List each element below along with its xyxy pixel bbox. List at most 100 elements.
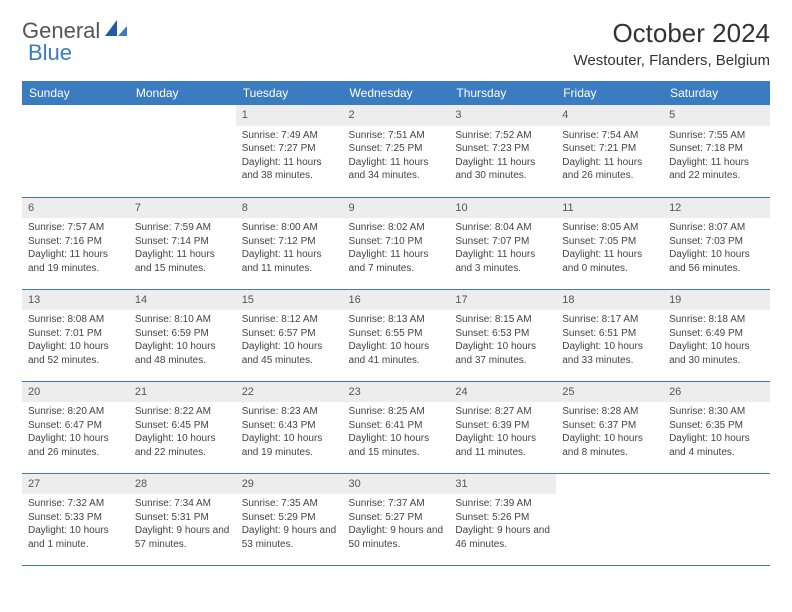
daylight-text: Daylight: 11 hours and 30 minutes. <box>455 156 550 183</box>
sunset-text: Sunset: 5:29 PM <box>242 511 337 525</box>
day-number: 11 <box>556 198 663 219</box>
calendar-row: 27Sunrise: 7:32 AMSunset: 5:33 PMDayligh… <box>22 473 770 565</box>
calendar-cell <box>22 105 129 197</box>
daylight-text: Daylight: 11 hours and 38 minutes. <box>242 156 337 183</box>
sunset-text: Sunset: 6:37 PM <box>562 419 657 433</box>
weekday-header: Wednesday <box>343 81 450 105</box>
day-number: 13 <box>22 290 129 311</box>
calendar-cell: 13Sunrise: 8:08 AMSunset: 7:01 PMDayligh… <box>22 289 129 381</box>
calendar-cell: 20Sunrise: 8:20 AMSunset: 6:47 PMDayligh… <box>22 381 129 473</box>
day-number: 15 <box>236 290 343 311</box>
sunset-text: Sunset: 6:39 PM <box>455 419 550 433</box>
daylight-text: Daylight: 10 hours and 33 minutes. <box>562 340 657 367</box>
calendar-row: 13Sunrise: 8:08 AMSunset: 7:01 PMDayligh… <box>22 289 770 381</box>
day-number: 7 <box>129 198 236 219</box>
day-number: 6 <box>22 198 129 219</box>
sunset-text: Sunset: 6:57 PM <box>242 327 337 341</box>
location-text: Westouter, Flanders, Belgium <box>574 52 770 69</box>
sunrise-text: Sunrise: 8:12 AM <box>242 313 337 327</box>
sunrise-text: Sunrise: 7:32 AM <box>28 497 123 511</box>
calendar-cell: 17Sunrise: 8:15 AMSunset: 6:53 PMDayligh… <box>449 289 556 381</box>
daylight-text: Daylight: 10 hours and 4 minutes. <box>669 432 764 459</box>
day-number: 10 <box>449 198 556 219</box>
weekday-row: SundayMondayTuesdayWednesdayThursdayFrid… <box>22 81 770 105</box>
day-number: 3 <box>449 105 556 126</box>
day-content: Sunrise: 8:23 AMSunset: 6:43 PMDaylight:… <box>236 402 343 465</box>
sunrise-text: Sunrise: 8:28 AM <box>562 405 657 419</box>
sunrise-text: Sunrise: 8:02 AM <box>349 221 444 235</box>
calendar-cell: 15Sunrise: 8:12 AMSunset: 6:57 PMDayligh… <box>236 289 343 381</box>
sunrise-text: Sunrise: 7:57 AM <box>28 221 123 235</box>
calendar-cell: 28Sunrise: 7:34 AMSunset: 5:31 PMDayligh… <box>129 473 236 565</box>
day-content: Sunrise: 7:52 AMSunset: 7:23 PMDaylight:… <box>449 126 556 189</box>
calendar-cell: 25Sunrise: 8:28 AMSunset: 6:37 PMDayligh… <box>556 381 663 473</box>
sunset-text: Sunset: 6:55 PM <box>349 327 444 341</box>
sunrise-text: Sunrise: 8:07 AM <box>669 221 764 235</box>
calendar-cell <box>129 105 236 197</box>
day-content: Sunrise: 8:18 AMSunset: 6:49 PMDaylight:… <box>663 310 770 373</box>
weekday-header: Monday <box>129 81 236 105</box>
sunset-text: Sunset: 7:27 PM <box>242 142 337 156</box>
weekday-header: Friday <box>556 81 663 105</box>
calendar-cell: 1Sunrise: 7:49 AMSunset: 7:27 PMDaylight… <box>236 105 343 197</box>
daylight-text: Daylight: 11 hours and 11 minutes. <box>242 248 337 275</box>
calendar-cell: 14Sunrise: 8:10 AMSunset: 6:59 PMDayligh… <box>129 289 236 381</box>
logo-sail-icon <box>105 20 127 43</box>
day-content: Sunrise: 8:07 AMSunset: 7:03 PMDaylight:… <box>663 218 770 281</box>
month-title: October 2024 <box>574 18 770 49</box>
day-number: 26 <box>663 382 770 403</box>
weekday-header: Thursday <box>449 81 556 105</box>
sunrise-text: Sunrise: 7:34 AM <box>135 497 230 511</box>
sunset-text: Sunset: 7:18 PM <box>669 142 764 156</box>
day-number: 29 <box>236 474 343 495</box>
sunrise-text: Sunrise: 8:10 AM <box>135 313 230 327</box>
sunrise-text: Sunrise: 8:13 AM <box>349 313 444 327</box>
daylight-text: Daylight: 10 hours and 22 minutes. <box>135 432 230 459</box>
day-number: 14 <box>129 290 236 311</box>
day-content: Sunrise: 7:34 AMSunset: 5:31 PMDaylight:… <box>129 494 236 557</box>
header: General October 2024 Westouter, Flanders… <box>22 18 770 69</box>
sunrise-text: Sunrise: 8:00 AM <box>242 221 337 235</box>
calendar-cell: 16Sunrise: 8:13 AMSunset: 6:55 PMDayligh… <box>343 289 450 381</box>
sunset-text: Sunset: 5:31 PM <box>135 511 230 525</box>
weekday-header: Sunday <box>22 81 129 105</box>
calendar-cell: 29Sunrise: 7:35 AMSunset: 5:29 PMDayligh… <box>236 473 343 565</box>
daylight-text: Daylight: 10 hours and 56 minutes. <box>669 248 764 275</box>
day-number: 17 <box>449 290 556 311</box>
daylight-text: Daylight: 11 hours and 15 minutes. <box>135 248 230 275</box>
daylight-text: Daylight: 10 hours and 37 minutes. <box>455 340 550 367</box>
sunset-text: Sunset: 7:21 PM <box>562 142 657 156</box>
daylight-text: Daylight: 11 hours and 34 minutes. <box>349 156 444 183</box>
calendar-row: 20Sunrise: 8:20 AMSunset: 6:47 PMDayligh… <box>22 381 770 473</box>
sunrise-text: Sunrise: 8:15 AM <box>455 313 550 327</box>
calendar-cell: 10Sunrise: 8:04 AMSunset: 7:07 PMDayligh… <box>449 197 556 289</box>
daylight-text: Daylight: 11 hours and 26 minutes. <box>562 156 657 183</box>
sunset-text: Sunset: 5:33 PM <box>28 511 123 525</box>
day-content: Sunrise: 7:55 AMSunset: 7:18 PMDaylight:… <box>663 126 770 189</box>
day-number: 24 <box>449 382 556 403</box>
sunset-text: Sunset: 7:12 PM <box>242 235 337 249</box>
day-content: Sunrise: 7:35 AMSunset: 5:29 PMDaylight:… <box>236 494 343 557</box>
day-content: Sunrise: 7:51 AMSunset: 7:25 PMDaylight:… <box>343 126 450 189</box>
sunrise-text: Sunrise: 8:08 AM <box>28 313 123 327</box>
calendar-cell: 22Sunrise: 8:23 AMSunset: 6:43 PMDayligh… <box>236 381 343 473</box>
calendar-head: SundayMondayTuesdayWednesdayThursdayFrid… <box>22 81 770 105</box>
sunset-text: Sunset: 6:35 PM <box>669 419 764 433</box>
sunset-text: Sunset: 6:59 PM <box>135 327 230 341</box>
sunset-text: Sunset: 7:03 PM <box>669 235 764 249</box>
sunset-text: Sunset: 7:07 PM <box>455 235 550 249</box>
calendar-body: 1Sunrise: 7:49 AMSunset: 7:27 PMDaylight… <box>22 105 770 565</box>
day-content: Sunrise: 8:30 AMSunset: 6:35 PMDaylight:… <box>663 402 770 465</box>
sunrise-text: Sunrise: 7:51 AM <box>349 129 444 143</box>
sunrise-text: Sunrise: 8:04 AM <box>455 221 550 235</box>
calendar-cell: 18Sunrise: 8:17 AMSunset: 6:51 PMDayligh… <box>556 289 663 381</box>
day-content: Sunrise: 8:12 AMSunset: 6:57 PMDaylight:… <box>236 310 343 373</box>
sunset-text: Sunset: 7:05 PM <box>562 235 657 249</box>
sunrise-text: Sunrise: 7:35 AM <box>242 497 337 511</box>
day-content: Sunrise: 8:20 AMSunset: 6:47 PMDaylight:… <box>22 402 129 465</box>
sunrise-text: Sunrise: 7:39 AM <box>455 497 550 511</box>
day-content: Sunrise: 7:37 AMSunset: 5:27 PMDaylight:… <box>343 494 450 557</box>
sunset-text: Sunset: 7:10 PM <box>349 235 444 249</box>
calendar-cell: 31Sunrise: 7:39 AMSunset: 5:26 PMDayligh… <box>449 473 556 565</box>
day-content: Sunrise: 8:04 AMSunset: 7:07 PMDaylight:… <box>449 218 556 281</box>
